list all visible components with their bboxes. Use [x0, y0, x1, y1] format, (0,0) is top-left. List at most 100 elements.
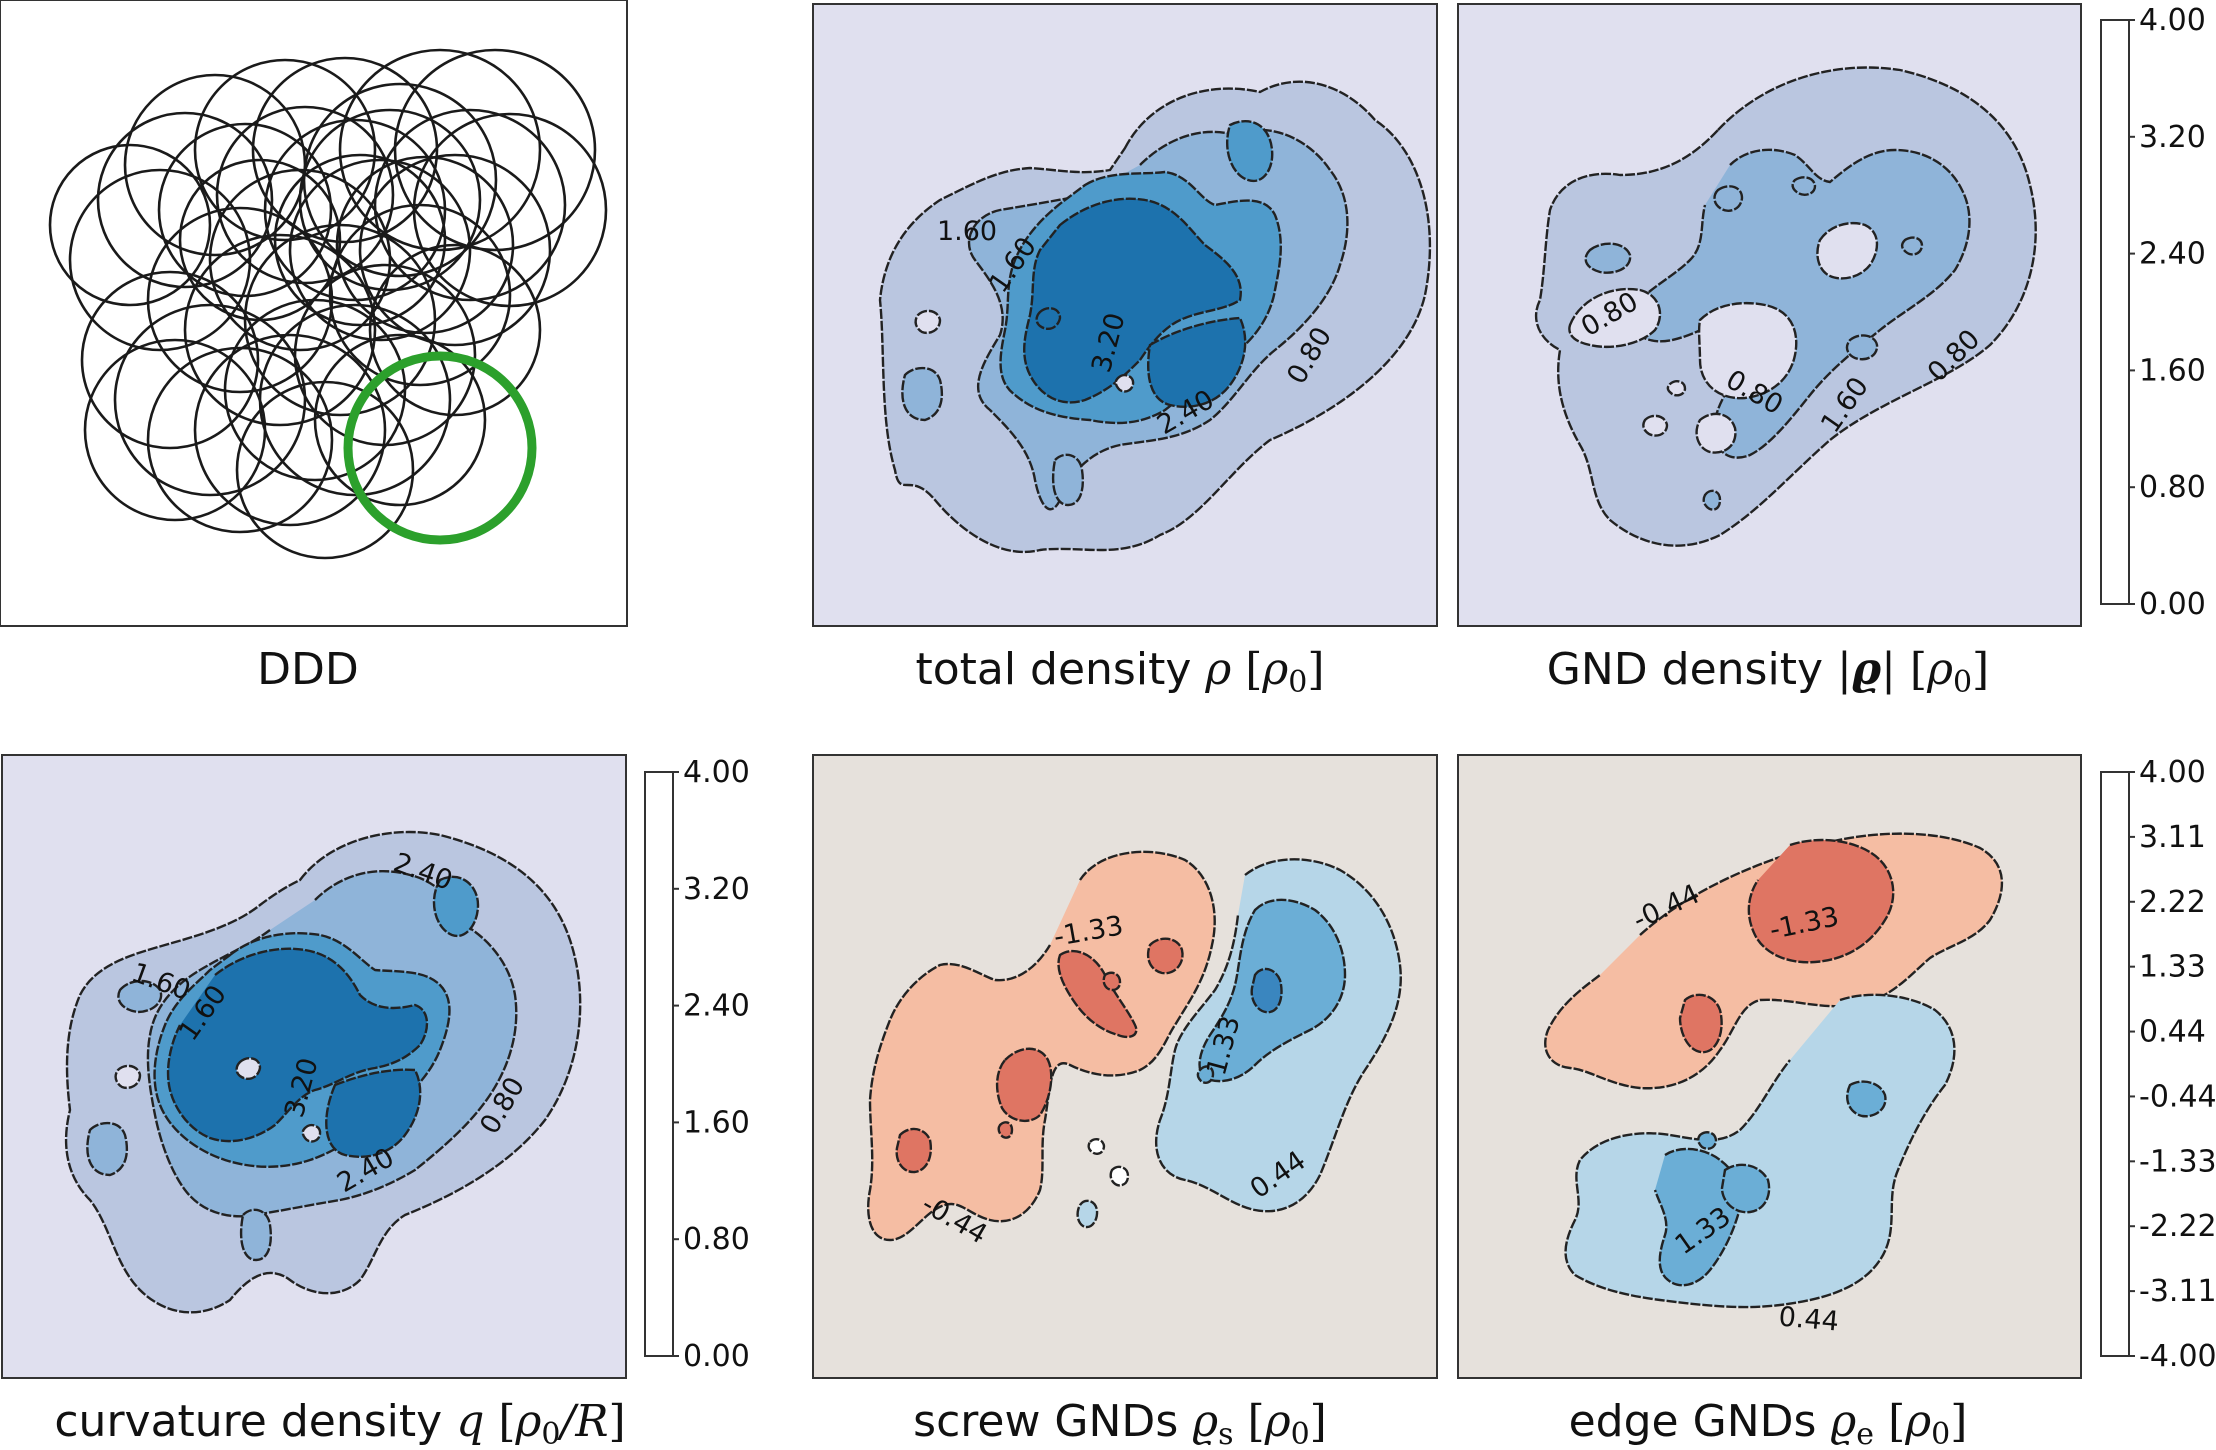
dislocation-loop-8: [251, 56, 439, 244]
colorbar-diverging-tick-label-7: 1.33: [2139, 950, 2206, 985]
dislocation-loop-24: [113, 303, 307, 497]
total-island-g: [1226, 120, 1274, 183]
screw-neg-inner-e: [997, 1121, 1014, 1139]
total-island-c: [914, 309, 942, 334]
gnd-caption: GND density |ϱ| [ρ0]: [1547, 644, 1989, 700]
curvature-frame: [1, 754, 627, 1379]
dislocation-loop-12: [338, 48, 542, 252]
total-island-b: [901, 366, 944, 422]
dislocation-loop-18: [298, 108, 482, 292]
edge-frame: [1457, 754, 2082, 1379]
curvature-island-c: [114, 1064, 142, 1089]
colorbar-diverging-tick-label-5: -0.44: [2139, 1079, 2216, 1114]
edge-gnd-panel: -0.44 -1.33 1.33 0.44 edge GNDs ϱe [ρ0]: [1457, 754, 2082, 1450]
screw-white-island: [1087, 1138, 1106, 1155]
dislocation-loop-2: [68, 168, 252, 352]
screw-pos-island-b: [1196, 1065, 1215, 1084]
dislocation-loop-17: [335, 155, 515, 335]
total-island-a: [1147, 316, 1247, 408]
gnd-island-b: [1642, 414, 1669, 437]
curvature-island-d: [239, 1208, 272, 1262]
dislocation-loop-35: [273, 153, 447, 327]
colorbar-bottom-left: 0.00 0.80 1.60 2.40 3.20 4.00: [644, 755, 750, 1374]
dislocation-loop-27: [193, 333, 387, 527]
colorbar-curvature-tick-label-1: 0.00: [683, 1339, 750, 1374]
total-frame: [812, 3, 1438, 627]
colorbar-curvature-tick-label-2: 0.80: [683, 1222, 750, 1257]
colorbar-top-tick-label-6: 4.00: [2139, 3, 2206, 38]
gnd-hole-left: [1568, 287, 1662, 349]
dislocation-loop-29: [258, 303, 452, 497]
colorbar-diverging-tick-label-8: 2.22: [2139, 885, 2206, 920]
screw-gnd-panel: -1.33 1.33 0.44 -0.44 screw GNDs ϱs [ρ0]: [812, 754, 1438, 1450]
curvature-island-g: [432, 875, 480, 938]
dislocation-loop-22: [243, 223, 437, 417]
total-island-d: [1051, 453, 1084, 507]
total-clabel-1: 1.60: [937, 216, 997, 247]
curvature-island-f: [301, 1123, 322, 1143]
colorbar-curvature-tick-label-6: 4.00: [683, 755, 750, 790]
edge-pos-inner-c: [1846, 1080, 1887, 1118]
curvature-island-b: [86, 1121, 129, 1177]
colorbar-diverging-tick-label-4: -1.33: [2139, 1144, 2216, 1179]
colorbar-top-tick-label-5: 3.20: [2139, 120, 2206, 155]
edge-pos-inner-b: [1720, 1163, 1771, 1214]
gnd-level-1.6: [1630, 148, 1971, 459]
curvature-density-panel: 2.40 1.60 1.60 3.20 2.40 0.80 curvature …: [1, 754, 627, 1450]
gnd-island-g: [1900, 236, 1924, 256]
colorbar-curvature-outline: [644, 771, 674, 1357]
total-island-e: [1035, 306, 1062, 330]
colorbar-top-outline: [2100, 19, 2130, 605]
colorbar-diverging-tick-label-9: 3.11: [2139, 820, 2206, 855]
dislocation-loop-19: [146, 206, 334, 394]
colorbar-top-tick-label-2: 0.80: [2139, 470, 2206, 505]
colorbar-bottom-right: -4.00 -3.11 -2.22 -1.33 -0.44 0.44 1.33 2.22 3.1…: [2100, 755, 2216, 1374]
dislocation-loop-6: [193, 58, 377, 242]
ddd-loops: [48, 48, 608, 560]
colorbar-curvature-tick-label-5: 3.20: [683, 872, 750, 907]
dislocation-loop-31: [313, 333, 487, 507]
colorbar-diverging-outline: [2100, 771, 2130, 1357]
gnd-density-panel: 0.80 0.80 1.60 0.80 GND density |ϱ| [ρ0]: [1457, 3, 2082, 700]
gnd-island-c: [1666, 380, 1687, 397]
dislocation-loop-1: [96, 111, 274, 289]
screw-white-island-b: [1109, 1165, 1130, 1187]
edge-pos-inner-d: [1697, 1131, 1718, 1150]
dislocation-loop-32: [328, 203, 512, 387]
colorbar-top-tick-label-1: 0.00: [2139, 587, 2206, 622]
screw-neg-inner-d: [1146, 937, 1184, 975]
total-density-panel: 1.60 1.60 3.20 2.40 0.80 total density ρ…: [812, 3, 1438, 700]
colorbar-top-tick-label-4: 2.40: [2139, 237, 2206, 272]
screw-neg-inner-f: [1102, 971, 1122, 992]
ddd-panel: DDD: [0, 0, 628, 695]
dislocation-loop-13: [373, 108, 567, 302]
colorbar-diverging-tick-label-6: 0.44: [2139, 1015, 2206, 1050]
gnd-island-f: [1845, 334, 1879, 361]
colorbar-diverging-tick-label-10: 4.00: [2139, 755, 2206, 790]
ddd-background: [0, 0, 627, 626]
edge-clabel-4: 0.44: [1777, 1301, 1840, 1337]
screw-neg-inner-c: [895, 1127, 932, 1174]
gnd-hole-upper: [1816, 221, 1879, 280]
colorbar-diverging-tick-label-2: -3.11: [2139, 1274, 2216, 1309]
dislocation-loop-34: [235, 380, 415, 560]
edge-neg-inner-b: [1678, 993, 1723, 1054]
colorbar-diverging-tick-label-3: -2.22: [2139, 1209, 2216, 1244]
ddd-frame: [0, 0, 628, 627]
edge-caption: edge GNDs ϱe [ρ0]: [1569, 1396, 1968, 1450]
gnd-hole-center: [1697, 301, 1798, 400]
curvature-island-a: [325, 1068, 422, 1158]
gnd-island-d: [1713, 185, 1744, 212]
total-caption: total density ρ [ρ0]: [915, 644, 1324, 700]
screw-neg-inner-b: [995, 1047, 1053, 1123]
gnd-island-h: [1791, 176, 1817, 196]
gnd-island-e: [1584, 242, 1632, 274]
screw-pos-inner-2.22: [1250, 967, 1283, 1014]
dislocation-loop-30: [293, 263, 477, 447]
dislocation-loop-14: [393, 48, 597, 252]
curvature-caption: curvature density q [ρ0/R]: [54, 1396, 625, 1450]
colorbar-curvature-tick-label-4: 2.40: [683, 989, 750, 1024]
dislocation-loop-16: [358, 153, 552, 347]
dislocation-loop-23: [80, 270, 260, 450]
